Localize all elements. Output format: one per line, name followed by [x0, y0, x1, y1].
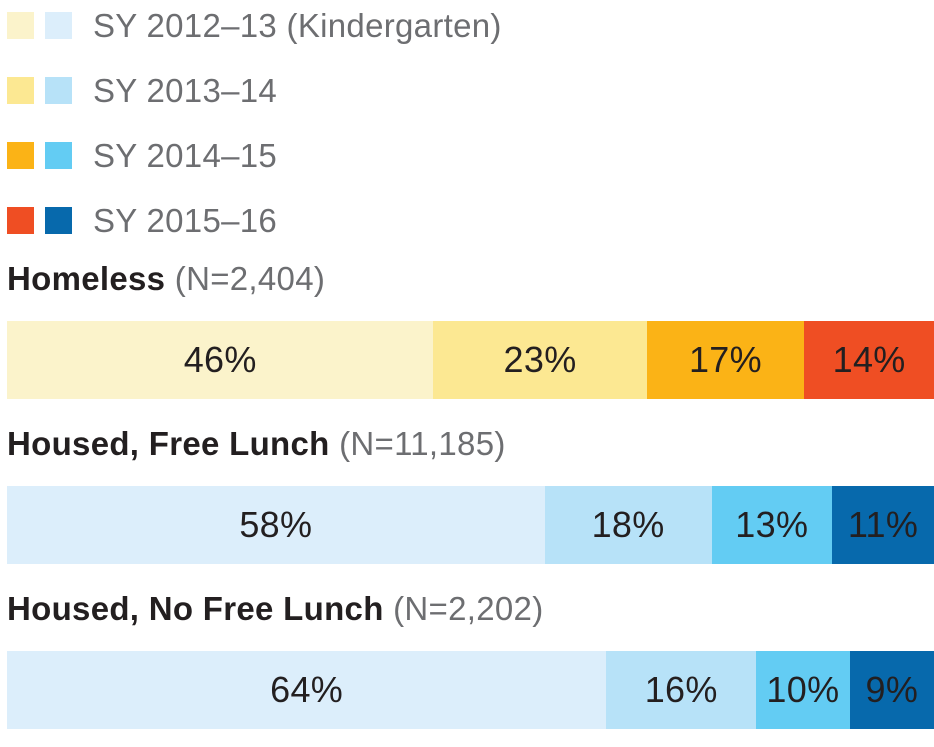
group-n-count: (N=11,185) — [339, 425, 506, 462]
legend-blue-swatch — [45, 12, 72, 39]
bar-segment: 46% — [7, 321, 434, 399]
legend-warm-swatch — [7, 12, 34, 39]
bar-groups: Homeless (N=2,404) 46% 23% 17% 14% Housed, Fr… — [7, 261, 934, 729]
bar-segment-value: 17% — [688, 339, 762, 380]
bar-segment: 9% — [849, 651, 934, 729]
bar-segment: 10% — [756, 651, 850, 729]
bar-segment-value: 23% — [503, 339, 577, 380]
chart-page: SY 2012–13 (Kindergarten) SY 2013–14 SY 20… — [7, 7, 934, 729]
group-n-count: (N=2,202) — [393, 590, 544, 627]
legend-item: SY 2014–15 — [7, 137, 934, 174]
stacked-bar: 46% 23% 17% 14% — [7, 321, 934, 399]
legend-item: SY 2013–14 — [7, 72, 934, 109]
legend: SY 2012–13 (Kindergarten) SY 2013–14 SY 20… — [7, 7, 934, 239]
bar-segment: 13% — [711, 486, 833, 564]
legend-blue-swatch — [45, 207, 72, 234]
bar-segment-value: 11% — [847, 504, 919, 545]
bar-segment-value: 10% — [766, 669, 840, 710]
legend-label: SY 2014–15 — [93, 136, 278, 174]
bar-segment: 14% — [804, 321, 934, 399]
bar-segment-value: 64% — [270, 669, 344, 710]
group-heading: Housed, No Free Lunch (N=2,202) — [7, 591, 934, 627]
bar-segment-value: 58% — [239, 504, 313, 545]
legend-label: SY 2012–13 (Kindergarten) — [93, 6, 502, 44]
stacked-bar: 58% 18% 13% 11% — [7, 486, 934, 564]
legend-item: SY 2012–13 (Kindergarten) — [7, 7, 934, 44]
group-n-count: (N=2,404) — [174, 260, 326, 297]
group-heading: Housed, Free Lunch (N=11,185) — [7, 426, 934, 462]
legend-label: SY 2013–14 — [93, 71, 278, 109]
bar-segment: 23% — [433, 321, 647, 399]
bar-segment-value: 9% — [865, 669, 919, 710]
legend-blue-swatch — [45, 77, 72, 104]
group-label: Homeless — [7, 260, 166, 297]
bar-segment-value: 14% — [832, 339, 906, 380]
stacked-bar: 64% 16% 10% 9% — [7, 651, 934, 729]
legend-warm-swatch — [7, 77, 34, 104]
legend-warm-swatch — [7, 207, 34, 234]
bar-segment-value: 18% — [591, 504, 665, 545]
bar-segment: 17% — [646, 321, 805, 399]
legend-label: SY 2015–16 — [93, 201, 278, 239]
bar-segment-value: 16% — [644, 669, 718, 710]
legend-blue-swatch — [45, 142, 72, 169]
group-heading: Homeless (N=2,404) — [7, 261, 934, 297]
bar-segment-value: 13% — [735, 504, 809, 545]
group-label: Housed, Free Lunch — [7, 425, 330, 462]
bar-segment-value: 46% — [183, 339, 257, 380]
bar-segment: 16% — [606, 651, 757, 729]
legend-warm-swatch — [7, 142, 34, 169]
legend-item: SY 2015–16 — [7, 202, 934, 239]
bar-segment: 18% — [544, 486, 712, 564]
bar-segment: 11% — [832, 486, 934, 564]
group-label: Housed, No Free Lunch — [7, 590, 384, 627]
bar-segment: 64% — [7, 651, 607, 729]
bar-segment: 58% — [7, 486, 545, 564]
